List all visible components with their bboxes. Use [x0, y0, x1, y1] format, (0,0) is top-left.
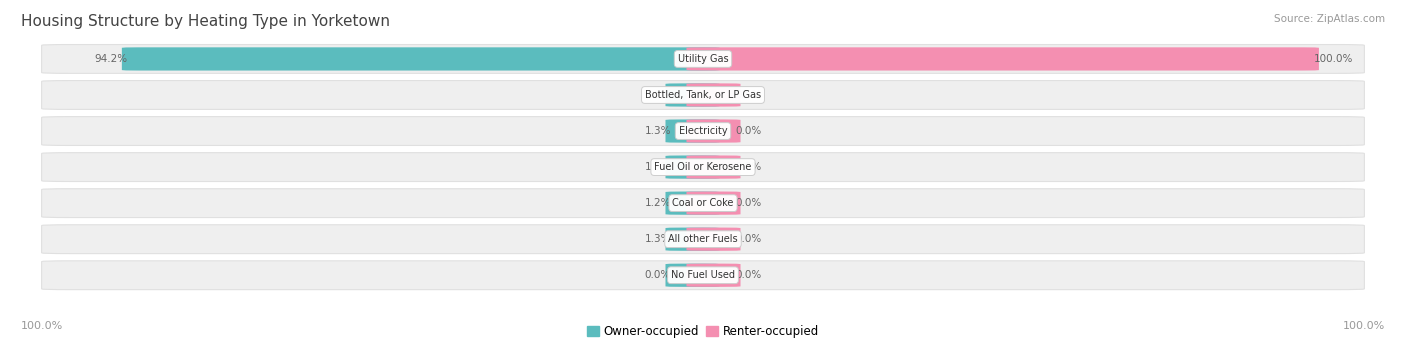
Text: 100.0%: 100.0% — [1313, 54, 1353, 64]
Text: Bottled, Tank, or LP Gas: Bottled, Tank, or LP Gas — [645, 90, 761, 100]
Text: 0.0%: 0.0% — [735, 90, 761, 100]
Text: 1.9%: 1.9% — [644, 162, 671, 172]
FancyBboxPatch shape — [665, 119, 720, 143]
Text: Housing Structure by Heating Type in Yorketown: Housing Structure by Heating Type in Yor… — [21, 14, 389, 29]
Text: 0.0%: 0.0% — [735, 198, 761, 208]
Text: 1.2%: 1.2% — [644, 198, 671, 208]
FancyBboxPatch shape — [686, 264, 741, 287]
FancyBboxPatch shape — [122, 47, 720, 71]
FancyBboxPatch shape — [665, 264, 720, 287]
Legend: Owner-occupied, Renter-occupied: Owner-occupied, Renter-occupied — [582, 321, 824, 341]
FancyBboxPatch shape — [42, 80, 1364, 109]
Text: 100.0%: 100.0% — [1343, 321, 1385, 331]
FancyBboxPatch shape — [42, 189, 1364, 218]
Text: 94.2%: 94.2% — [94, 54, 128, 64]
Text: Utility Gas: Utility Gas — [678, 54, 728, 64]
Text: 0.0%: 0.0% — [735, 126, 761, 136]
FancyBboxPatch shape — [42, 117, 1364, 146]
Text: No Fuel Used: No Fuel Used — [671, 270, 735, 280]
FancyBboxPatch shape — [686, 47, 1319, 71]
FancyBboxPatch shape — [686, 155, 741, 179]
FancyBboxPatch shape — [42, 153, 1364, 181]
FancyBboxPatch shape — [665, 192, 720, 215]
FancyBboxPatch shape — [665, 227, 720, 251]
FancyBboxPatch shape — [686, 119, 741, 143]
Text: 0.0%: 0.0% — [735, 270, 761, 280]
FancyBboxPatch shape — [42, 45, 1364, 73]
FancyBboxPatch shape — [665, 155, 720, 179]
Text: 100.0%: 100.0% — [21, 321, 63, 331]
Text: 0.0%: 0.0% — [735, 234, 761, 244]
Text: Electricity: Electricity — [679, 126, 727, 136]
Text: All other Fuels: All other Fuels — [668, 234, 738, 244]
Text: 1.3%: 1.3% — [644, 234, 671, 244]
FancyBboxPatch shape — [665, 84, 720, 107]
FancyBboxPatch shape — [686, 84, 741, 107]
FancyBboxPatch shape — [42, 261, 1364, 290]
Text: 0.0%: 0.0% — [645, 90, 671, 100]
FancyBboxPatch shape — [42, 225, 1364, 254]
Text: 0.0%: 0.0% — [645, 270, 671, 280]
Text: Fuel Oil or Kerosene: Fuel Oil or Kerosene — [654, 162, 752, 172]
Text: 0.0%: 0.0% — [735, 162, 761, 172]
Text: 1.3%: 1.3% — [644, 126, 671, 136]
Text: Coal or Coke: Coal or Coke — [672, 198, 734, 208]
Text: Source: ZipAtlas.com: Source: ZipAtlas.com — [1274, 14, 1385, 24]
FancyBboxPatch shape — [686, 227, 741, 251]
FancyBboxPatch shape — [686, 192, 741, 215]
